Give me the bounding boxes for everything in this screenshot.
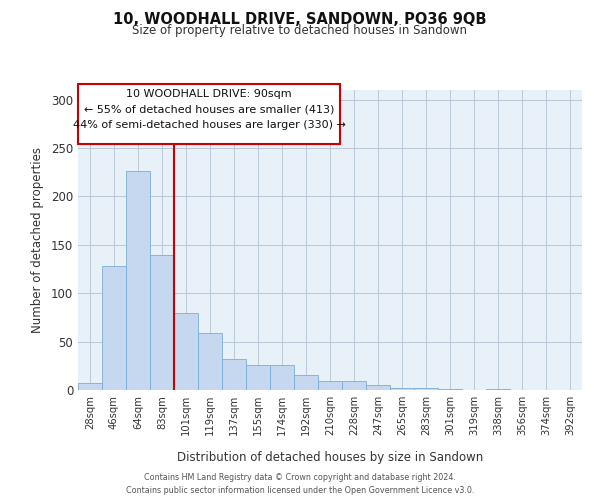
- Text: ← 55% of detached houses are smaller (413): ← 55% of detached houses are smaller (41…: [84, 104, 334, 115]
- Bar: [174, 312, 198, 390]
- Bar: [318, 382, 342, 390]
- Bar: [294, 376, 318, 390]
- Text: Distribution of detached houses by size in Sandown: Distribution of detached houses by size …: [177, 451, 483, 464]
- Bar: [342, 382, 366, 390]
- Bar: [390, 388, 414, 390]
- Text: 44% of semi-detached houses are larger (330) →: 44% of semi-detached houses are larger (…: [73, 120, 346, 130]
- Bar: [150, 254, 174, 390]
- Bar: [246, 365, 270, 390]
- FancyBboxPatch shape: [78, 84, 340, 144]
- Bar: [414, 388, 438, 390]
- Text: 10, WOODHALL DRIVE, SANDOWN, PO36 9QB: 10, WOODHALL DRIVE, SANDOWN, PO36 9QB: [113, 12, 487, 28]
- Y-axis label: Number of detached properties: Number of detached properties: [31, 147, 44, 333]
- Bar: [78, 383, 102, 390]
- Bar: [438, 389, 462, 390]
- Bar: [366, 385, 390, 390]
- Bar: [198, 333, 222, 390]
- Bar: [270, 365, 294, 390]
- Text: Size of property relative to detached houses in Sandown: Size of property relative to detached ho…: [133, 24, 467, 37]
- Text: 10 WOODHALL DRIVE: 90sqm: 10 WOODHALL DRIVE: 90sqm: [126, 89, 292, 99]
- Bar: [126, 172, 150, 390]
- Bar: [102, 266, 126, 390]
- Bar: [222, 359, 246, 390]
- Bar: [486, 389, 510, 390]
- Text: Contains HM Land Registry data © Crown copyright and database right 2024.
Contai: Contains HM Land Registry data © Crown c…: [126, 473, 474, 495]
